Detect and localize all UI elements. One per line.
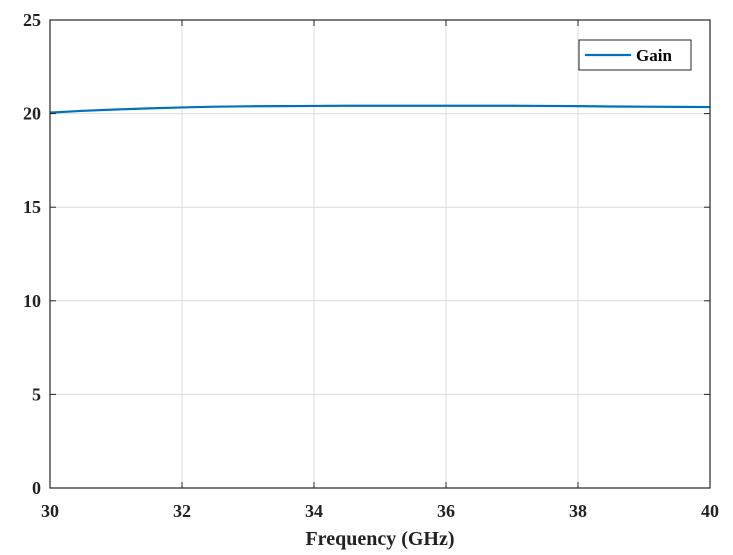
x-tick-label: 36 [437,501,455,521]
legend-label-gain: Gain [636,46,672,65]
x-axis-title: Frequency (GHz) [305,528,454,550]
x-tick-label: 32 [173,501,191,521]
y-tick-label: 15 [23,197,41,217]
series-layer [49,104,711,114]
tick-marks [49,19,711,489]
x-tick-label: 30 [41,501,59,521]
x-tick-label: 34 [305,501,323,521]
x-tick-label: 40 [701,501,719,521]
y-tick-label: 5 [32,384,41,404]
plot-frame [49,19,711,489]
y-tick-label: 25 [23,10,41,30]
legend: Gain [578,39,692,71]
y-tick-label: 10 [23,291,41,311]
grid-lines [49,19,711,489]
y-tick-label: 20 [23,104,41,124]
series-line-gain [49,104,711,114]
y-tick-labels: 0 5 10 15 20 25 [23,10,41,498]
y-tick-label: 0 [32,478,41,498]
x-tick-labels: 30 32 34 36 38 40 [41,501,719,521]
x-tick-label: 38 [569,501,587,521]
